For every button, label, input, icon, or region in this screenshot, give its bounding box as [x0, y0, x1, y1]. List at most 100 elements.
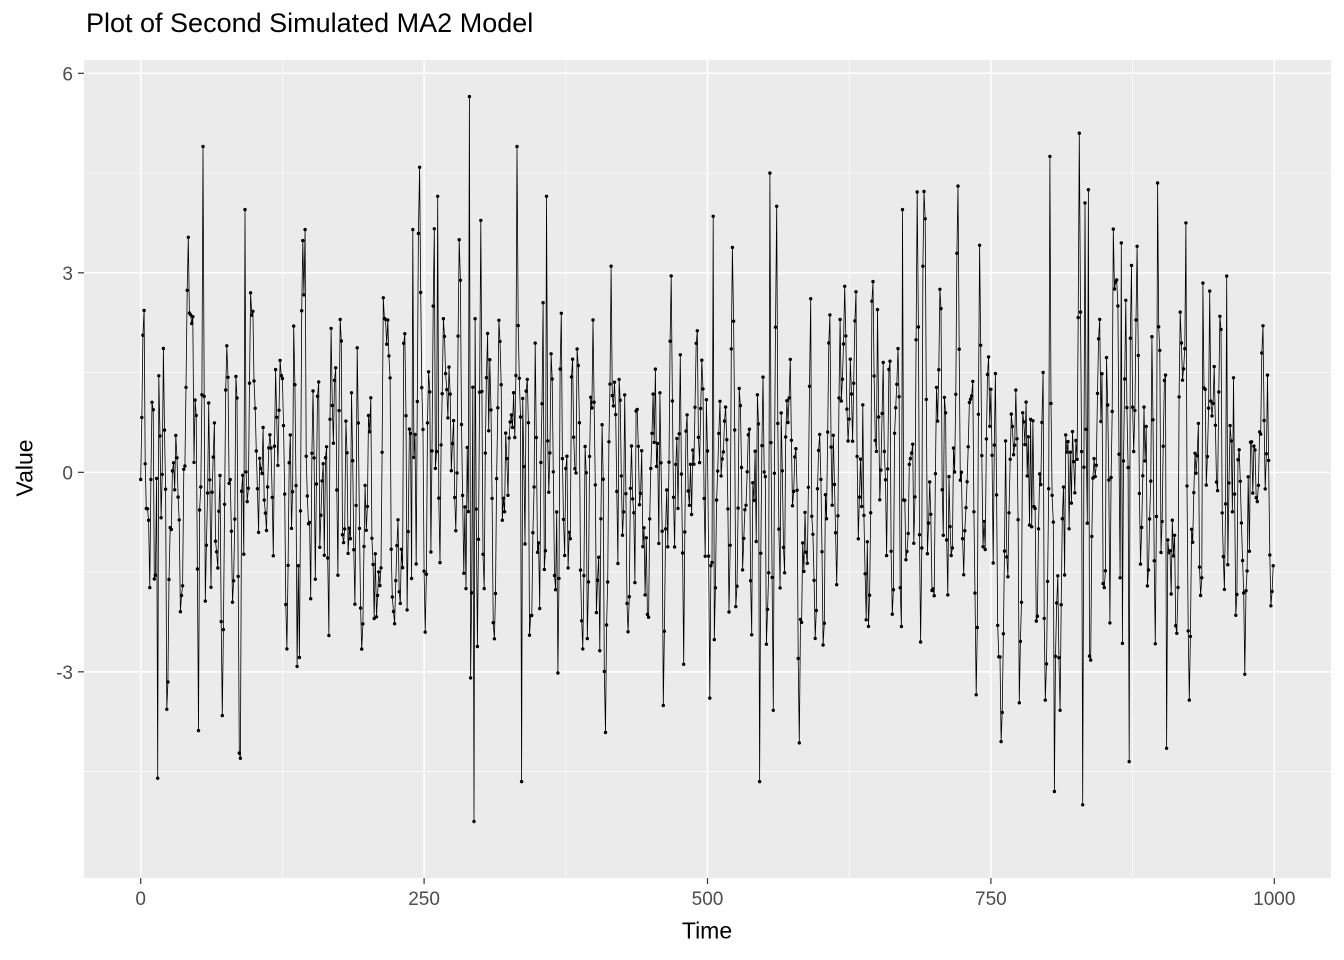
data-point [844, 334, 848, 338]
data-point [154, 476, 159, 481]
data-point [210, 490, 214, 494]
data-point [213, 539, 218, 543]
data-point [1112, 287, 1117, 291]
data-point [693, 405, 697, 409]
data-point [507, 436, 511, 440]
data-point [1262, 418, 1266, 423]
data-point [629, 444, 634, 448]
data-point [216, 566, 220, 570]
data-point [602, 669, 606, 674]
data-point [1025, 474, 1029, 478]
data-point [565, 454, 569, 458]
data-point [453, 495, 457, 500]
data-point [201, 144, 205, 149]
data-point [684, 429, 688, 433]
data-point [831, 433, 835, 437]
data-point [1151, 418, 1155, 422]
data-point [621, 510, 626, 514]
data-point [494, 476, 499, 481]
data-point [753, 449, 757, 453]
data-point [1189, 527, 1194, 531]
data-point [1024, 400, 1028, 404]
data-point [454, 529, 458, 533]
data-point [1208, 289, 1212, 293]
data-point [351, 459, 355, 463]
data-point [347, 526, 351, 530]
data-point [177, 518, 181, 522]
data-point [455, 471, 459, 475]
data-point [935, 419, 940, 423]
data-point [891, 588, 896, 592]
data-point [738, 403, 743, 408]
data-point [400, 566, 405, 570]
data-point [236, 574, 240, 579]
data-point [449, 469, 453, 473]
data-point [142, 308, 146, 313]
data-point [619, 474, 623, 478]
data-point [1193, 451, 1197, 455]
data-point [555, 510, 559, 514]
data-point [288, 433, 292, 437]
data-point [1129, 263, 1134, 268]
data-point [1187, 698, 1192, 702]
data-point [258, 456, 262, 460]
data-point [1118, 576, 1122, 580]
data-point [985, 372, 990, 377]
data-point [568, 537, 572, 541]
data-point [833, 531, 838, 535]
data-point [551, 470, 555, 474]
data-point [315, 394, 320, 398]
data-point [1136, 353, 1141, 358]
data-point [992, 443, 996, 447]
data-point [609, 264, 613, 268]
data-point [761, 375, 765, 379]
data-point [247, 381, 252, 385]
data-point [1050, 493, 1054, 497]
data-point [508, 420, 512, 424]
data-point [473, 317, 477, 321]
data-point [1021, 411, 1025, 415]
data-point [1039, 482, 1043, 487]
data-point [1120, 641, 1125, 646]
y-tick-label: 0 [62, 463, 73, 484]
data-point [143, 462, 147, 466]
data-point [390, 595, 394, 599]
data-point [317, 380, 321, 384]
data-point [586, 580, 591, 584]
data-point [710, 560, 714, 565]
data-point [447, 365, 451, 369]
data-point [1070, 429, 1075, 434]
data-point [787, 396, 791, 400]
data-point [451, 418, 456, 423]
data-point [1058, 708, 1062, 712]
data-point [268, 433, 272, 437]
data-point [855, 454, 859, 459]
data-point [536, 541, 541, 545]
data-point [819, 477, 823, 482]
data-point [694, 341, 698, 345]
data-point [932, 594, 936, 598]
data-point [1238, 479, 1243, 483]
data-point [407, 427, 412, 431]
data-point [385, 342, 389, 346]
data-point [330, 403, 334, 408]
data-point [731, 319, 736, 323]
data-point [174, 433, 178, 438]
data-point [1086, 188, 1091, 192]
data-point [1215, 488, 1220, 493]
data-point [182, 467, 186, 471]
data-point [1003, 439, 1008, 443]
data-point [999, 739, 1003, 744]
data-point [642, 526, 646, 530]
data-point [322, 553, 326, 557]
data-point [632, 511, 636, 515]
x-tick-label: 0 [135, 889, 146, 910]
data-point [1160, 519, 1164, 524]
data-point [499, 383, 503, 387]
data-point [524, 389, 528, 393]
data-point [392, 622, 397, 626]
data-point [260, 471, 264, 476]
data-point [1198, 593, 1203, 598]
data-point [958, 478, 962, 482]
data-point [270, 495, 274, 500]
